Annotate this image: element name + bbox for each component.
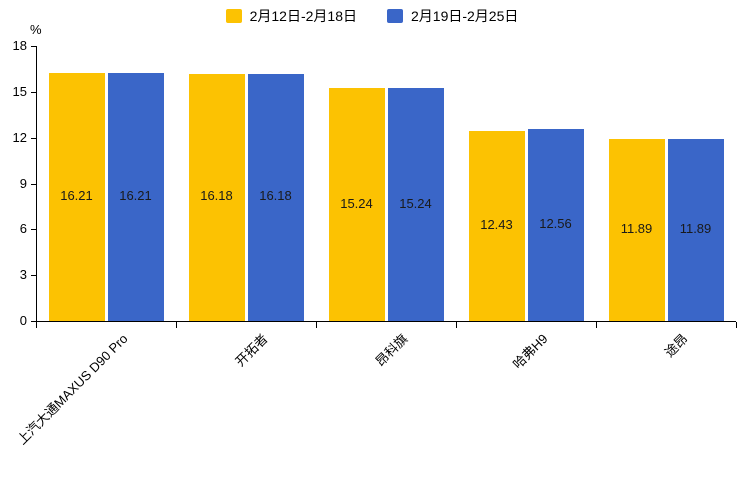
y-axis-tick — [31, 137, 36, 139]
bar-value-label: 11.89 — [679, 221, 712, 237]
x-axis-line — [36, 321, 736, 322]
y-axis-tick-label: 15 — [12, 83, 27, 99]
x-axis-category-label: 上汽大通MAXUS D90 Pro — [14, 331, 131, 448]
bar-2月19日-2月25日-途昂 — [667, 139, 724, 321]
bar-value-label: 15.24 — [340, 195, 373, 211]
x-axis-tick — [456, 322, 457, 328]
y-axis-tick — [31, 321, 36, 322]
legend-item-week1[interactable]: 2月12日-2月18日 — [225, 6, 357, 26]
y-axis-unit-label: % — [30, 22, 42, 37]
bar-value-label: 16.18 — [200, 188, 233, 204]
bar-2月19日-2月25日-哈弗H9 — [527, 129, 584, 321]
legend-item-week2[interactable]: 2月19日-2月25日 — [387, 6, 518, 26]
bar-value-label: 15.24 — [399, 195, 432, 211]
y-axis-tick — [31, 183, 36, 185]
bar-2月12日-2月18日-上汽大通MAXUS D90 Pro — [48, 73, 105, 321]
x-axis-tick — [596, 322, 597, 328]
bar-2月12日-2月18日-哈弗H9 — [468, 131, 525, 321]
bar-2月19日-2月25日-上汽大通MAXUS D90 Pro — [107, 73, 164, 321]
bar-value-label: 16.21 — [60, 188, 93, 204]
bar-2月19日-2月25日-昂科旗 — [387, 88, 444, 321]
bar-2月19日-2月25日-开拓者 — [247, 73, 304, 321]
y-axis-line — [36, 46, 37, 321]
legend-swatch-week1-icon — [225, 9, 242, 23]
y-axis-tick-label: 18 — [12, 38, 27, 53]
y-axis-tick-label: 3 — [19, 267, 27, 283]
x-axis-tick — [316, 322, 317, 328]
y-axis-tick — [31, 275, 36, 277]
legend-swatch-week2-icon — [387, 9, 403, 23]
y-axis-tick — [31, 46, 36, 47]
bar-2月12日-2月18日-昂科旗 — [328, 88, 385, 321]
bar-value-label: 12.56 — [539, 216, 572, 232]
y-axis-tick — [31, 229, 36, 231]
y-axis-tick — [31, 91, 36, 93]
y-axis-tick-label: 0 — [19, 313, 27, 328]
bar-2月12日-2月18日-开拓者 — [188, 73, 245, 321]
bar-2月12日-2月18日-途昂 — [608, 139, 665, 321]
x-axis-tick — [736, 322, 737, 328]
x-axis-tick — [176, 322, 177, 328]
legend-label-week2: 2月19日-2月25日 — [411, 8, 519, 24]
x-axis-category-label: 开拓者 — [232, 331, 271, 370]
legend-label-week1: 2月12日-2月18日 — [249, 8, 357, 24]
x-axis-category-label: 哈弗H9 — [509, 331, 551, 372]
bar-value-label: 16.21 — [119, 188, 152, 204]
y-axis-tick-label: 12 — [12, 129, 27, 145]
x-axis-category-label: 途昂 — [661, 331, 691, 361]
legend: 2月12日-2月18日 2月19日-2月25日 — [0, 6, 744, 26]
y-axis-tick-label: 6 — [19, 221, 27, 237]
x-axis-tick — [36, 322, 37, 328]
bar-value-label: 12.43 — [480, 217, 513, 233]
y-axis-tick-label: 9 — [19, 175, 27, 191]
bar-value-label: 11.89 — [620, 221, 653, 237]
x-axis-category-label: 昂科旗 — [372, 331, 411, 370]
bar-value-label: 16.18 — [259, 188, 292, 204]
